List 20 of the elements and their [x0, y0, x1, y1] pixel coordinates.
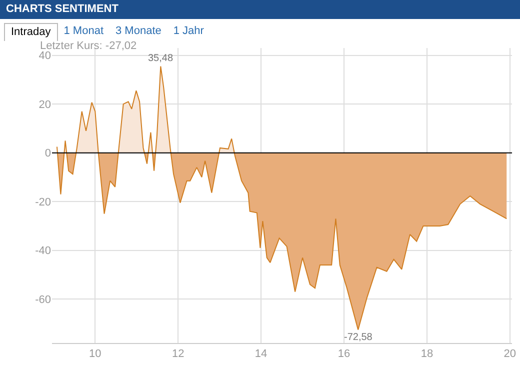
chart-subtitle: Letzter Kurs: -27,02 [40, 40, 137, 52]
y-tick-label: -60 [35, 294, 51, 306]
annotation: -72,58 [344, 332, 373, 343]
x-tick-label: 12 [172, 348, 184, 360]
y-tick-label: -40 [35, 245, 51, 258]
x-tick-label: 10 [89, 348, 102, 360]
x-tick-label: 16 [338, 348, 350, 360]
annotation: 35,48 [148, 53, 174, 64]
x-tick-label: 14 [254, 348, 268, 360]
text: 1 Jahr [172, 24, 205, 39]
y-tick-label: -20 [35, 196, 51, 208]
chart-title: CHARTS SENTIMENT [0, 0, 520, 19]
y-tick-label: 40 [38, 50, 51, 62]
text: 1 Monat [62, 24, 104, 39]
x-tick-label: 20 [504, 348, 516, 360]
text: Intraday [4, 23, 58, 41]
x-tick-label: 18 [420, 348, 434, 360]
text: 3 Monate [114, 24, 162, 39]
y-tick-label: 20 [38, 98, 51, 111]
y-tick-label: 0 [44, 148, 51, 160]
